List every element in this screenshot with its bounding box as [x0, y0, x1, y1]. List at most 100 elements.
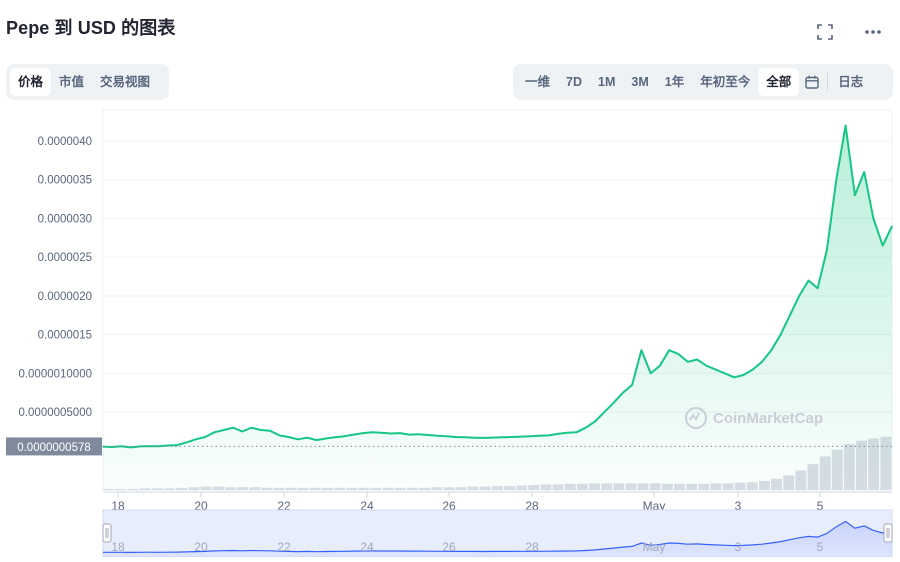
tab-trading-view[interactable]: 交易视图 [100, 75, 151, 89]
price-point [232, 427, 234, 429]
price-point [761, 361, 763, 363]
price-point [223, 429, 225, 431]
metric-tabs: 价格 市值 交易视图 [6, 64, 169, 100]
calendar-icon[interactable] [799, 68, 825, 96]
price-point [399, 432, 401, 434]
navigator-tick-label: 18 [111, 540, 125, 554]
tab-price[interactable]: 价格 [10, 68, 52, 96]
y-tick-label: 0.0000005000 [18, 407, 92, 419]
range-ytd[interactable]: 年初至今 [700, 75, 751, 89]
price-point [455, 436, 457, 438]
price-point [371, 431, 373, 433]
navigator-tick-label: 22 [277, 540, 291, 554]
y-tick-label: 0.0000015 [38, 330, 92, 342]
price-point [715, 368, 717, 371]
price-point [501, 436, 503, 438]
price-point [872, 217, 875, 220]
price-point [167, 444, 169, 447]
price-point [882, 245, 884, 247]
y-tick-label: 0.0000035 [38, 175, 92, 187]
navigator-tick-label: May [643, 540, 666, 554]
watermark-text: CoinMarketCap [713, 410, 823, 427]
price-point [204, 436, 206, 438]
range-tabs: 一维 7D 1M 3M 1年 年初至今 全部 日志 [513, 64, 893, 100]
price-point [891, 225, 893, 227]
range-3m[interactable]: 3M [631, 75, 649, 89]
price-point [594, 420, 596, 423]
range-7d[interactable]: 7D [566, 75, 582, 89]
range-1d[interactable]: 一维 [525, 75, 551, 89]
price-point [780, 334, 782, 336]
price-point [677, 353, 680, 355]
price-point [705, 365, 708, 367]
tab-market-cap[interactable]: 市值 [59, 75, 85, 89]
price-point [492, 437, 494, 439]
price-point [733, 376, 735, 378]
price-point [854, 194, 856, 196]
price-point [176, 444, 178, 446]
navigator-left-handle[interactable] [102, 523, 112, 543]
current-price-label: 0.0000000578 [17, 442, 91, 454]
fullscreen-icon[interactable] [813, 20, 837, 44]
range-1y[interactable]: 1年 [664, 75, 685, 89]
y-tick-label: 0.0000040 [38, 136, 92, 148]
price-point [659, 365, 661, 367]
price-point [566, 432, 568, 434]
price-point [650, 372, 652, 374]
price-point [585, 427, 587, 429]
price-point [297, 438, 299, 440]
price-point [213, 431, 215, 433]
price-point [427, 434, 429, 436]
price-point [306, 437, 308, 439]
more-horizontal-icon[interactable] [861, 20, 885, 44]
price-point [269, 430, 271, 432]
navigator-tick-label: 26 [442, 540, 456, 554]
range-1m[interactable]: 1M [598, 75, 616, 89]
price-point [631, 384, 633, 386]
price-point [835, 179, 837, 181]
price-chart[interactable]: CoinMarketCap 0.0000000578 0.0000040 0.00… [0, 108, 900, 558]
price-point [278, 434, 280, 436]
x-tick-label: 3 [735, 499, 742, 513]
y-tick-label: 0.0000020 [38, 291, 92, 303]
price-point [826, 248, 828, 251]
x-tick-label: 5 [817, 499, 824, 513]
log-scale-button[interactable]: 日志 [838, 75, 864, 89]
price-point [436, 435, 438, 437]
price-point [353, 434, 355, 436]
price-point [325, 437, 327, 440]
range-all[interactable]: 全部 [758, 68, 800, 96]
page-title: Pepe 到 USD 的图表 [6, 18, 176, 38]
price-chart-svg: CoinMarketCap 0.0000000578 0.0000040 0.00… [6, 109, 893, 558]
price-point [362, 432, 364, 434]
price-point [473, 437, 475, 439]
price-point [464, 436, 466, 438]
price-point [510, 436, 512, 438]
price-point [529, 435, 531, 437]
price-point [483, 437, 485, 439]
price-point [622, 392, 624, 394]
price-point [845, 124, 847, 127]
price-point [445, 435, 447, 437]
range-divider [827, 73, 829, 91]
price-point [742, 374, 745, 376]
price-point [315, 439, 318, 441]
price-point [612, 402, 615, 404]
price-point [807, 279, 810, 282]
price-point [770, 349, 772, 351]
price-point [408, 434, 410, 436]
price-point [343, 435, 345, 437]
price-point [687, 361, 689, 363]
navigator-tick-label: 24 [360, 540, 374, 554]
coinmarketcap-logo-mark [689, 412, 700, 421]
price-point [260, 429, 262, 431]
navigator-line [103, 520, 893, 554]
navigator-tick-label: 5 [817, 540, 824, 554]
price-point [575, 431, 578, 433]
price-point [418, 433, 420, 435]
price-point [640, 349, 643, 351]
price-point [520, 436, 522, 438]
price-point [538, 435, 540, 437]
navigator-right-handle[interactable] [883, 523, 893, 543]
y-tick-label: 0.0000010000 [18, 368, 92, 380]
